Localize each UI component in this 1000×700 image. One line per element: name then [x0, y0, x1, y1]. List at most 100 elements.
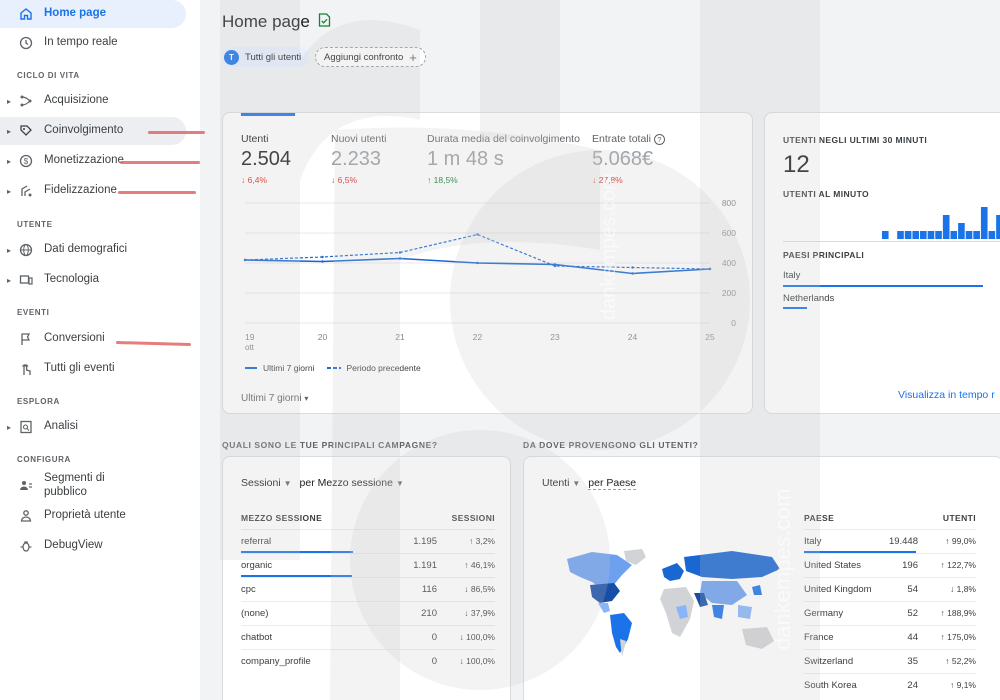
nav-realtime[interactable]: In tempo reale — [0, 29, 186, 57]
row-label: (none) — [241, 600, 393, 625]
row-value: 19.448 — [883, 528, 918, 553]
metric-delta: ↓ 6,5% — [331, 175, 357, 185]
y-tick-label: 200 — [722, 288, 736, 298]
line-chart: 800 600 400 200 0 19 20 21 22 23 24 25 ott — [243, 198, 736, 352]
row-value: 0 — [392, 624, 437, 649]
user-property-icon — [18, 508, 34, 524]
view-realtime-link[interactable]: Visualizza in tempo r — [898, 389, 995, 401]
row-label: chatbot — [241, 624, 393, 649]
x-tick-label: 22 — [473, 332, 483, 342]
series-point — [398, 251, 402, 254]
row-label: Germany — [804, 600, 884, 625]
nav-conversions[interactable]: Conversioni — [0, 325, 186, 353]
chevron-right-icon: ▸ — [6, 126, 11, 136]
dimension-dropdown[interactable]: per Paese — [588, 477, 637, 490]
minute-bar — [881, 231, 889, 239]
row-label: Italy — [804, 528, 916, 553]
minute-bar — [980, 207, 988, 239]
row-value: 196 — [883, 552, 918, 577]
bug-icon — [18, 538, 34, 554]
help-icon[interactable]: ? — [653, 134, 665, 145]
column-header[interactable]: PAESE — [804, 512, 835, 523]
table-row: cpc 116 ↓ 86,5% — [241, 576, 495, 601]
row-delta: ↓ 100,0% — [437, 648, 495, 673]
metric-users[interactable]: Utenti 2.504 ↓ 6,4% — [241, 133, 292, 185]
verified-doc-icon[interactable] — [318, 12, 331, 32]
geo-question: DA DOVE PROVENGONO GLI UTENTI? — [523, 440, 699, 450]
nav-home[interactable]: Home page — [0, 0, 186, 28]
row-label: United States — [804, 552, 884, 577]
caret-down-icon: ▼ — [572, 479, 581, 488]
nav-audiences[interactable]: Segmenti di pubblico — [0, 470, 186, 502]
row-label: United Kingdom — [804, 576, 884, 601]
y-tick-label: 800 — [722, 198, 736, 208]
overview-card: Utenti 2.504 ↓ 6,4% Nuovi utenti 2.233 ↓… — [222, 112, 753, 414]
caret-down-icon: ▼ — [283, 479, 292, 488]
segment-chip-all-users[interactable]: T Tutti gli utenti — [222, 47, 310, 67]
acquisition-icon — [18, 93, 34, 109]
metric-avg-engagement[interactable]: Durata media del coinvolgimento 1 m 48 s… — [427, 133, 580, 185]
metric-dropdown[interactable]: Utenti ▼ — [542, 477, 581, 489]
series-point — [631, 266, 634, 269]
realtime-country-row: Netherlands — [783, 293, 835, 304]
metric-total-revenue[interactable]: Entrate totali ? 5.068€ ↓ 27,8% — [592, 133, 665, 185]
nav-analysis[interactable]: ▸ Analisi — [0, 413, 186, 441]
x-tick-label: 25 — [705, 332, 715, 342]
row-delta: ↑ 3,2% — [437, 528, 495, 553]
metric-new-users[interactable]: Nuovi utenti 2.233 ↓ 6,5% — [331, 133, 387, 185]
country-share-bar — [783, 307, 807, 309]
metric-dropdown[interactable]: Sessioni ▼ — [241, 477, 292, 489]
clock-icon — [18, 35, 34, 51]
table-row: (none) 210 ↓ 37,9% — [241, 600, 495, 625]
x-tick-sublabel: ott — [245, 343, 255, 352]
row-delta: ↑ 46,1% — [437, 552, 495, 577]
row-delta: ↑ 122,7% — [918, 552, 976, 577]
nav-monetization[interactable]: ▸ $ Monetizzazione — [0, 147, 186, 175]
x-tick-label: 21 — [395, 332, 405, 342]
audience-icon — [18, 478, 34, 494]
campaigns-controls: Sessioni ▼ per Mezzo sessione ▼ — [241, 477, 404, 489]
table-row: United Kingdom 54 ↓ 1,8% — [804, 576, 976, 601]
series-point — [243, 258, 247, 262]
chevron-right-icon: ▸ — [6, 422, 11, 432]
column-header[interactable]: MEZZO SESSIONE — [241, 512, 323, 523]
chevron-right-icon: ▸ — [6, 96, 11, 106]
series-point — [708, 267, 712, 271]
nav-user-properties[interactable]: Proprietà utente — [0, 502, 186, 530]
minute-bar — [935, 231, 942, 239]
nav-acquisition[interactable]: ▸ Acquisizione — [0, 87, 186, 115]
row-delta: ↑ 9,1% — [918, 672, 976, 697]
page-title: Home page — [222, 12, 331, 32]
series-point — [476, 261, 479, 265]
campaigns-table: MEZZO SESSIONE SESSIONI referral 1.195 ↑ 3… — [241, 507, 495, 673]
nav-debugview[interactable]: DebugView — [0, 532, 186, 560]
nav-all-events[interactable]: Tutti gli eventi — [0, 355, 186, 383]
nav-technology[interactable]: ▸ Tecnologia — [0, 266, 186, 294]
nav-retention[interactable]: ▸ Fidelizzazione — [0, 177, 186, 205]
dimension-dropdown[interactable]: per Mezzo sessione ▼ — [299, 477, 404, 489]
realtime-country-row: Italy — [783, 270, 801, 281]
engagement-icon — [18, 123, 34, 139]
date-range-dropdown[interactable]: Ultimi 7 giorni ▾ — [241, 393, 309, 404]
minute-bar — [904, 231, 912, 239]
y-tick-label: 400 — [722, 258, 736, 268]
devices-icon — [18, 272, 34, 288]
chevron-right-icon: ▸ — [6, 186, 11, 196]
minute-bar — [927, 231, 935, 239]
add-comparison-button[interactable]: Aggiungi confronto + — [315, 47, 426, 67]
share-bar — [241, 550, 353, 553]
minute-bar — [897, 231, 904, 239]
geo-controls: Utenti ▼ per Paese — [542, 477, 637, 490]
campaigns-card: Sessioni ▼ per Mezzo sessione ▼ MEZZO SE… — [222, 456, 511, 700]
minute-bar — [920, 231, 927, 239]
row-delta: ↑ 52,2% — [918, 648, 976, 673]
column-header[interactable]: UTENTI — [942, 512, 976, 523]
caret-down-icon: ▼ — [395, 479, 404, 488]
series-point — [476, 233, 479, 236]
series-point — [398, 257, 402, 260]
metric-delta: ↓ 6,4% — [241, 175, 267, 185]
nav-demographics[interactable]: ▸ Dati demografici — [0, 236, 186, 264]
globe-icon — [18, 242, 34, 258]
column-header[interactable]: SESSIONI — [451, 512, 495, 523]
campaigns-question: QUALI SONO LE TUE PRINCIPALI CAMPAGNE? — [222, 440, 438, 450]
